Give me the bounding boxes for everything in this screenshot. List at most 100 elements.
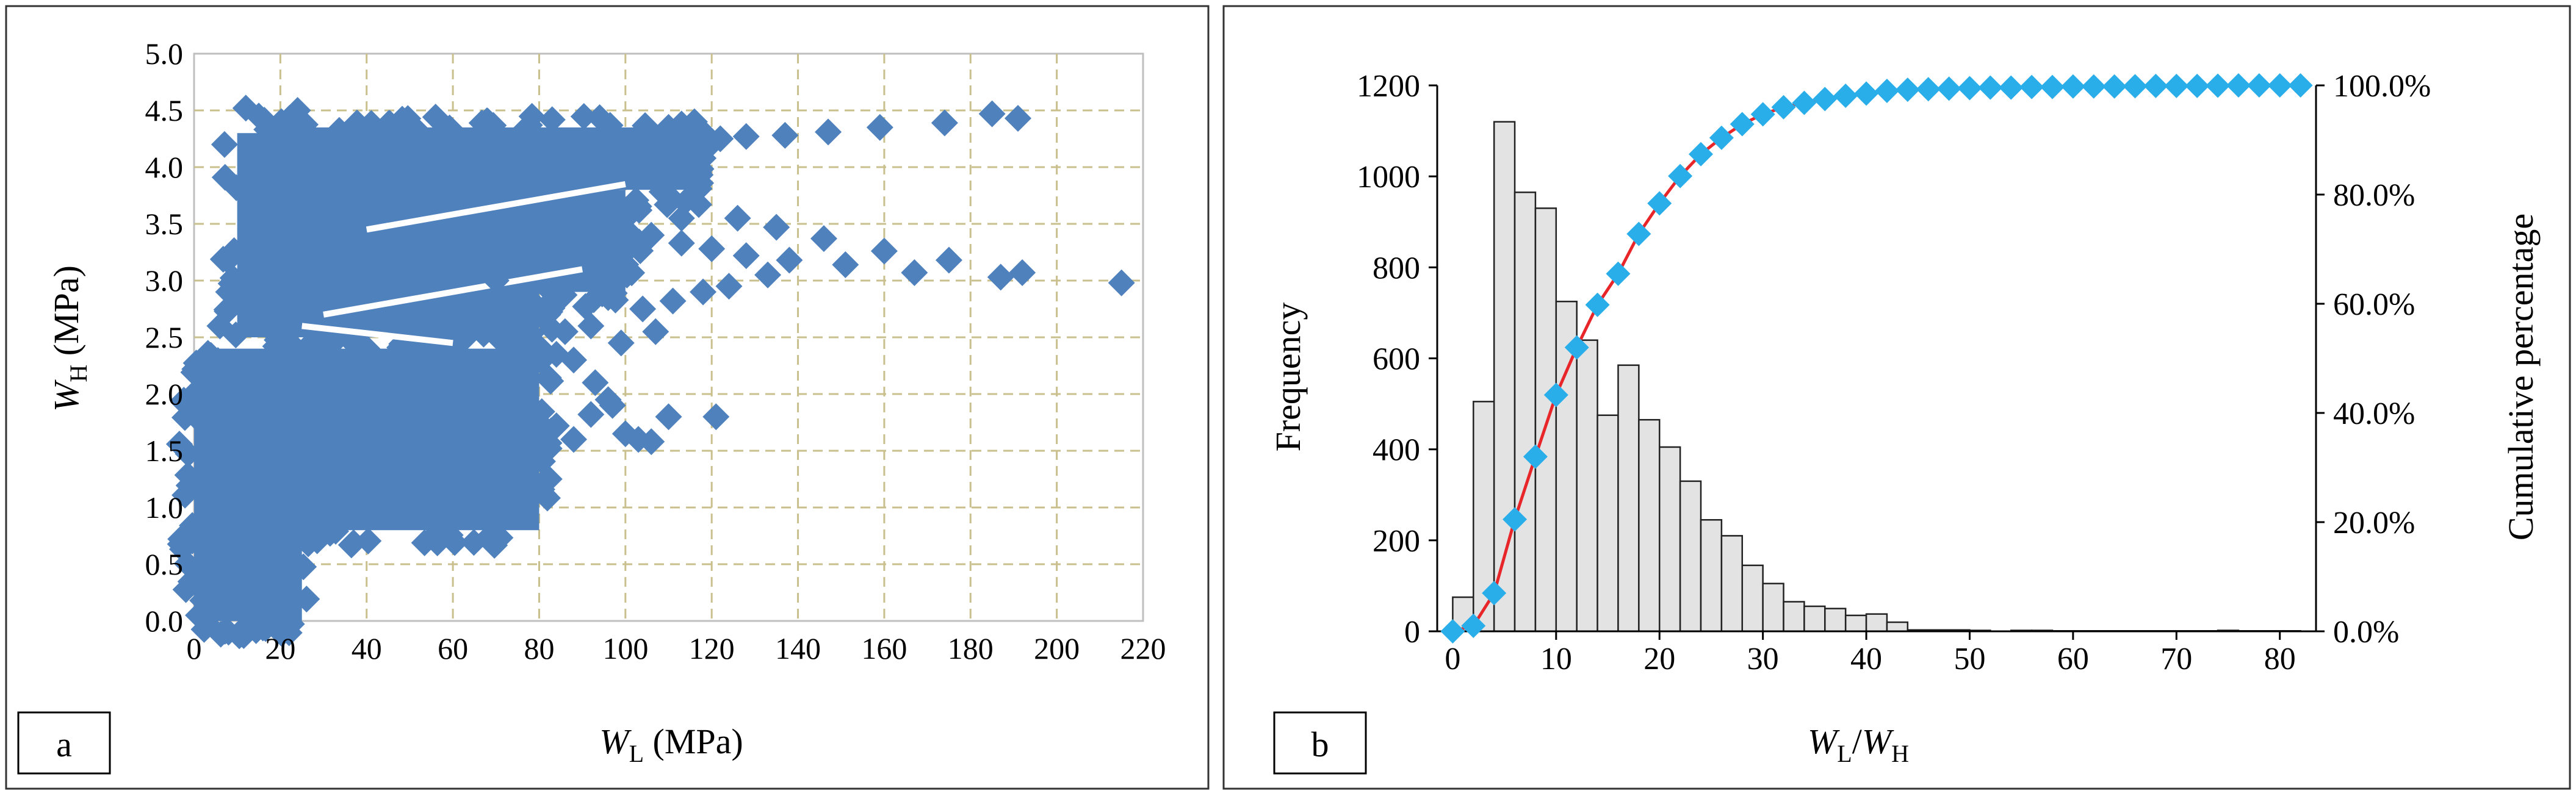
panel-a-data-point [215,619,242,646]
panel-a-y-tick-label: 1.0 [145,490,184,525]
panel-a-data-point [340,529,367,556]
panel-a-data-point [211,131,238,158]
panel-b-cumulative-marker [1543,382,1568,407]
panel-b-x-tick-label: 30 [1747,642,1779,676]
panel-b-y-left-tick-label: 0 [1404,615,1420,650]
panel-a-data-point [353,500,380,527]
panel-b-cumulative-marker [1813,87,1838,112]
panel-b-cumulative-marker [1461,614,1486,639]
panel-b-y-right-tick-label: 60.0% [2333,287,2415,322]
panel-a-data-point [978,100,1006,127]
panel-a-y-tick-label: 3.0 [145,264,184,298]
panel-a-data-point [293,586,320,613]
panel-b-frequency-bar [1576,339,1598,633]
panel-a-data-point [754,261,782,289]
panel-a-data-point [655,403,682,431]
panel-a-data-point [279,331,306,359]
panel-a-data-point [452,324,480,351]
panel-a-data-point [690,129,717,156]
panel-a-data-point [655,182,682,209]
panel-a-data-point [572,293,599,320]
panel-a-data-point [303,181,330,209]
panel-a-scatter-chart: 0 20 40 60 80 100 120 140 160 180 200 220 0.0 0.5 1.0 1… [5,5,1210,790]
panel-a-data-point [815,118,842,146]
panel-b-cumulative-marker [1957,76,1982,101]
panel-b-frequency-bar [1762,583,1784,633]
panel-a-data-point [682,168,709,196]
panel-b-frequency-bar [1638,418,1661,633]
panel-b-frequency-bar [1886,621,1909,633]
panel-b-cumulative-marker [1771,95,1796,120]
panel-a-data-point [612,227,639,254]
panel-a-x-tick-label: 140 [775,631,821,665]
panel-b-cumulative-marker [1833,84,1858,109]
panel-a-data-point [438,176,466,203]
panel-a-data-point [518,102,546,130]
panel-b-cumulative-marker [1564,335,1589,360]
panel-b-x-tick-label: 60 [2057,642,2089,676]
panel-a-xlabel-main: W [599,722,632,761]
panel-b-cumulative-marker [1668,163,1693,188]
panel-b-y-left-axis-title: Frequency [1268,303,1308,452]
panel-a-label-box [17,711,111,775]
panel-a-y-axis-title: WH (MPa) [46,265,92,412]
panel-b-cumulative-marker [1585,292,1610,317]
panel-a-data-point [668,204,695,232]
panel-b-x-tick-label: 0 [1445,642,1460,676]
panel-a-data-point [537,367,565,395]
panel-a-data-point [396,488,424,515]
panel-b-frequency-bar [1783,601,1805,633]
panel-a-data-point [582,369,609,396]
panel-a-data-point [810,225,837,253]
panel-a-y-tick-label: 0.5 [145,547,184,581]
panel-a-x-tick-label: 120 [689,631,735,665]
panel-b-x-tick-label: 70 [2160,642,2192,676]
panel-b-frame [1222,5,2571,790]
panel-b-y-right-tick-label: 0.0% [2333,615,2399,650]
panel-a-y-tick-label: 0.0 [145,604,184,638]
panel-b-cumulative-marker [2060,74,2085,99]
panel-b-cumulative-marker [1440,619,1465,644]
panel-a-data-point [832,251,859,278]
panel-a-data-point [987,264,1014,291]
panel-b-cumulative-marker [1482,581,1507,606]
panel-a-data-point [551,318,579,345]
panel-a-data-point [622,187,650,214]
panel-a-data-point [175,440,202,468]
panel-a-data-point [460,529,488,556]
panel-a-ylabel-main: W [46,379,86,412]
panel-a-data-point [299,223,327,250]
panel-a-data-point [690,278,717,306]
panel-a-data-point [543,412,570,440]
panel-a-data-point [460,166,487,193]
panel-b-y-left-tick-label: 800 [1373,251,1420,285]
panel-b-cumulative-marker [2081,74,2106,99]
panel-a-cluster-gap [301,323,453,346]
panel-a-data-point [715,273,743,300]
panel-b-cumulative-marker [2102,74,2127,99]
panel-a-x-axis-title: WL (MPa) [599,722,743,767]
panel-a-data-point [422,104,449,131]
panel-b-cumulative-marker [1895,77,1920,102]
panel-a-data-point [931,109,958,137]
panel-a-data-point [570,103,597,131]
panel-a-data-point [508,431,536,459]
panel-b-xlabel-sub2: H [1891,740,1909,767]
panel-b-cumulative-marker [1523,444,1548,469]
panel-b-cumulative-marker [2226,73,2251,98]
panel-b-y-left-tick-label: 1000 [1357,160,1420,195]
panel-b-frequency-bar [1596,414,1619,633]
panel-a-data-point [439,471,467,498]
panel-a-data-point [179,512,206,539]
panel-b-cumulative-marker [2123,74,2148,99]
panel-a-data-point [328,162,356,189]
panel-a-data-point [295,206,322,233]
panel-b-x-tick-label: 10 [1540,642,1572,676]
panel-a-data-point [209,246,237,273]
panel-b-y-left-tick-label: 1200 [1357,69,1420,104]
panel-a-data-point [560,426,587,453]
panel-a-x-tick-label: 20 [265,631,295,665]
panel-a-data-point [732,123,760,150]
panel-a-xlabel-sub: L [629,740,644,767]
panel-a-data-point [297,262,324,290]
